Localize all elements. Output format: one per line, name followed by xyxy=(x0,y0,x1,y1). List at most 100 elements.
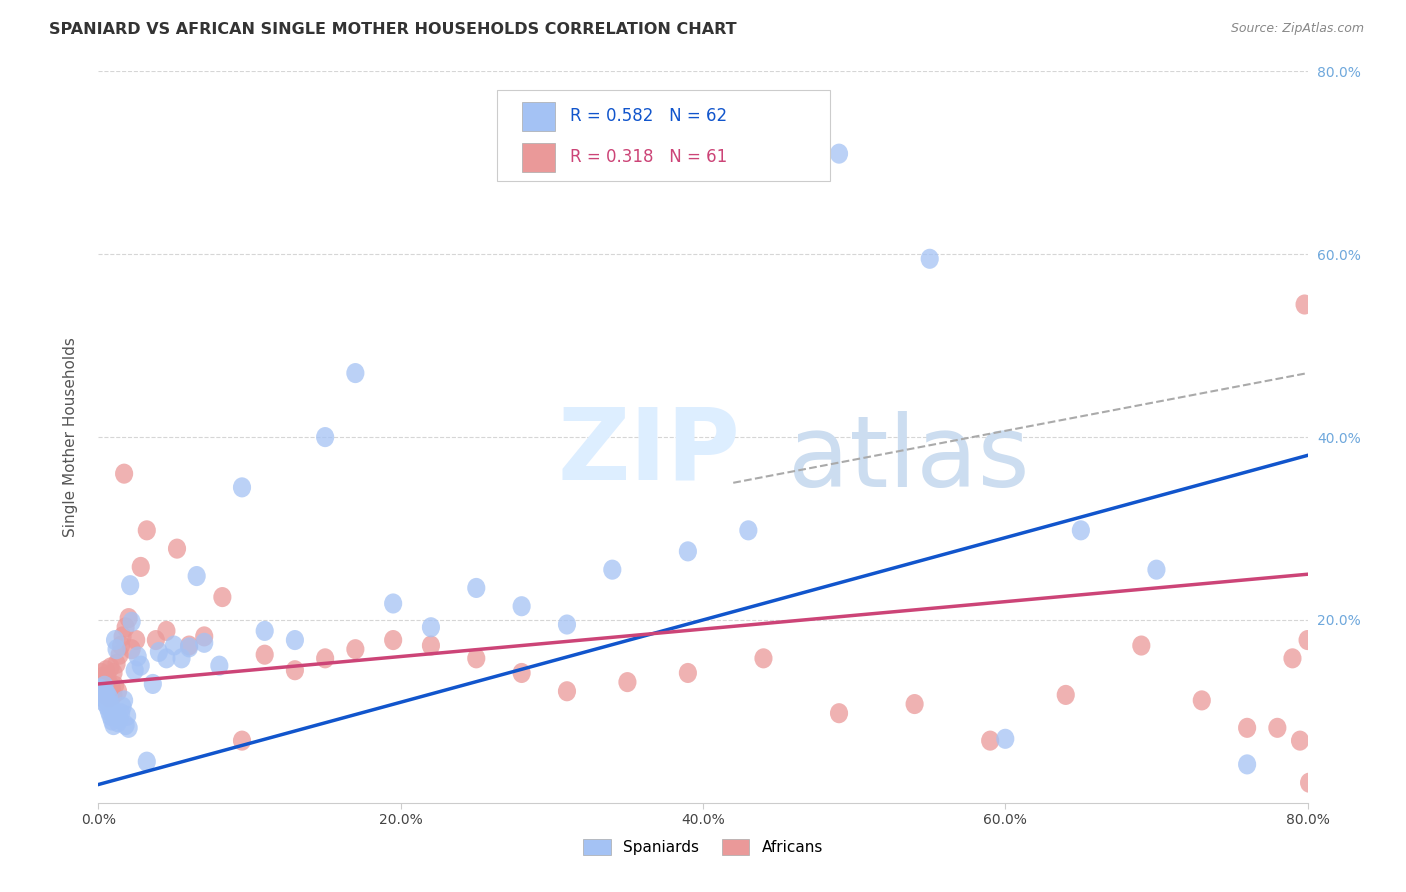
Ellipse shape xyxy=(285,630,304,650)
Ellipse shape xyxy=(100,688,118,707)
Ellipse shape xyxy=(981,731,1000,751)
Ellipse shape xyxy=(467,648,485,668)
Ellipse shape xyxy=(96,676,114,696)
Ellipse shape xyxy=(101,676,120,696)
Ellipse shape xyxy=(1291,731,1309,751)
Ellipse shape xyxy=(157,648,176,668)
Ellipse shape xyxy=(467,578,485,598)
Ellipse shape xyxy=(1284,648,1302,668)
Ellipse shape xyxy=(107,654,125,673)
Ellipse shape xyxy=(104,703,122,723)
Ellipse shape xyxy=(143,673,162,694)
Ellipse shape xyxy=(120,718,138,738)
Text: atlas: atlas xyxy=(787,410,1029,508)
Ellipse shape xyxy=(1299,630,1316,650)
Ellipse shape xyxy=(256,621,274,641)
Ellipse shape xyxy=(1057,685,1074,705)
Ellipse shape xyxy=(1295,294,1313,315)
Text: R = 0.318   N = 61: R = 0.318 N = 61 xyxy=(569,148,727,166)
Ellipse shape xyxy=(384,630,402,650)
Ellipse shape xyxy=(146,630,165,650)
Ellipse shape xyxy=(100,701,118,722)
Ellipse shape xyxy=(97,685,115,705)
Ellipse shape xyxy=(96,679,114,698)
Ellipse shape xyxy=(195,626,214,647)
Ellipse shape xyxy=(619,672,637,692)
Ellipse shape xyxy=(104,685,122,705)
Text: SPANIARD VS AFRICAN SINGLE MOTHER HOUSEHOLDS CORRELATION CHART: SPANIARD VS AFRICAN SINGLE MOTHER HOUSEH… xyxy=(49,22,737,37)
Ellipse shape xyxy=(905,694,924,714)
Ellipse shape xyxy=(256,645,274,665)
Text: Source: ZipAtlas.com: Source: ZipAtlas.com xyxy=(1230,22,1364,36)
Ellipse shape xyxy=(93,663,111,683)
Ellipse shape xyxy=(115,464,134,483)
Ellipse shape xyxy=(105,630,124,650)
Ellipse shape xyxy=(103,710,121,731)
Ellipse shape xyxy=(98,685,117,705)
Ellipse shape xyxy=(101,694,120,714)
Ellipse shape xyxy=(101,657,120,678)
Ellipse shape xyxy=(740,520,758,541)
Ellipse shape xyxy=(157,621,176,641)
Ellipse shape xyxy=(101,706,120,726)
Ellipse shape xyxy=(98,681,117,701)
Ellipse shape xyxy=(285,660,304,681)
Ellipse shape xyxy=(97,660,115,681)
Ellipse shape xyxy=(132,656,150,676)
Y-axis label: Single Mother Households: Single Mother Households xyxy=(63,337,77,537)
Ellipse shape xyxy=(110,713,127,732)
Ellipse shape xyxy=(112,703,131,723)
Ellipse shape xyxy=(104,663,122,683)
Ellipse shape xyxy=(115,690,134,710)
Ellipse shape xyxy=(94,676,112,696)
Ellipse shape xyxy=(122,612,141,632)
Ellipse shape xyxy=(180,635,198,656)
Ellipse shape xyxy=(1301,772,1319,793)
Ellipse shape xyxy=(422,617,440,637)
Ellipse shape xyxy=(111,708,129,729)
Ellipse shape xyxy=(114,626,132,647)
Ellipse shape xyxy=(1239,755,1256,774)
Ellipse shape xyxy=(94,666,112,687)
Ellipse shape xyxy=(105,676,124,696)
Ellipse shape xyxy=(233,477,252,498)
Text: R = 0.582   N = 62: R = 0.582 N = 62 xyxy=(569,107,727,126)
Ellipse shape xyxy=(513,663,530,683)
Ellipse shape xyxy=(214,587,232,607)
Ellipse shape xyxy=(1268,718,1286,738)
Ellipse shape xyxy=(1147,559,1166,580)
Ellipse shape xyxy=(1071,520,1090,541)
Ellipse shape xyxy=(122,640,141,659)
Ellipse shape xyxy=(97,683,115,703)
Ellipse shape xyxy=(138,520,156,541)
Ellipse shape xyxy=(117,617,135,637)
Ellipse shape xyxy=(112,635,131,656)
Ellipse shape xyxy=(1239,718,1256,738)
Ellipse shape xyxy=(125,660,143,681)
Ellipse shape xyxy=(167,539,186,558)
Ellipse shape xyxy=(558,615,576,634)
Ellipse shape xyxy=(173,648,191,668)
Ellipse shape xyxy=(316,648,335,668)
Ellipse shape xyxy=(117,715,135,735)
Ellipse shape xyxy=(104,715,122,735)
Ellipse shape xyxy=(93,685,111,705)
Ellipse shape xyxy=(679,541,697,561)
Ellipse shape xyxy=(997,729,1014,749)
Ellipse shape xyxy=(138,752,156,772)
Ellipse shape xyxy=(316,427,335,447)
Ellipse shape xyxy=(129,647,146,666)
Text: ZIP: ZIP xyxy=(558,403,741,500)
Ellipse shape xyxy=(98,697,117,717)
Ellipse shape xyxy=(111,645,129,665)
Ellipse shape xyxy=(603,559,621,580)
Ellipse shape xyxy=(94,688,112,707)
Ellipse shape xyxy=(120,608,138,628)
Ellipse shape xyxy=(384,593,402,614)
Legend: Spaniards, Africans: Spaniards, Africans xyxy=(576,833,830,861)
Ellipse shape xyxy=(98,666,117,687)
Ellipse shape xyxy=(165,635,183,656)
Ellipse shape xyxy=(513,596,530,616)
Ellipse shape xyxy=(558,681,576,701)
Ellipse shape xyxy=(100,688,118,707)
